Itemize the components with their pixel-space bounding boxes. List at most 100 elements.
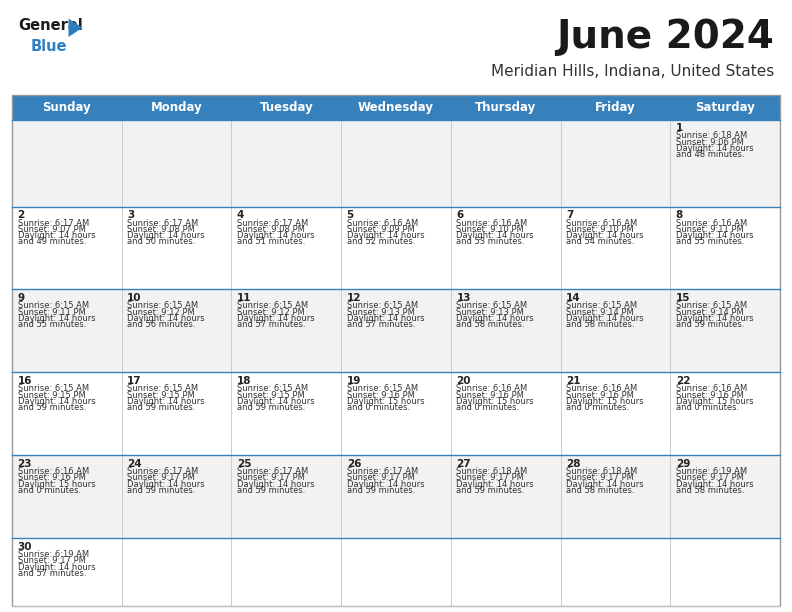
Bar bbox=[561, 206, 670, 289]
Text: Daylight: 14 hours: Daylight: 14 hours bbox=[566, 480, 644, 489]
Text: Sunset: 9:09 PM: Sunset: 9:09 PM bbox=[347, 225, 414, 234]
Text: Sunset: 9:16 PM: Sunset: 9:16 PM bbox=[17, 474, 86, 482]
Text: Daylight: 14 hours: Daylight: 14 hours bbox=[17, 231, 95, 240]
Text: Sunset: 9:13 PM: Sunset: 9:13 PM bbox=[456, 308, 524, 316]
Text: Monday: Monday bbox=[150, 101, 203, 114]
Text: 27: 27 bbox=[456, 458, 471, 469]
Text: Sunset: 9:16 PM: Sunset: 9:16 PM bbox=[676, 390, 744, 400]
Text: Daylight: 14 hours: Daylight: 14 hours bbox=[347, 314, 425, 323]
Text: and 57 minutes.: and 57 minutes. bbox=[237, 320, 306, 329]
Bar bbox=[231, 372, 341, 455]
Bar bbox=[451, 206, 561, 289]
Text: Sunset: 9:15 PM: Sunset: 9:15 PM bbox=[17, 390, 86, 400]
Text: and 58 minutes.: and 58 minutes. bbox=[676, 486, 744, 495]
Text: 17: 17 bbox=[128, 376, 142, 386]
Bar bbox=[231, 206, 341, 289]
Text: Blue: Blue bbox=[31, 39, 67, 54]
Bar bbox=[341, 206, 451, 289]
Text: Sunset: 9:07 PM: Sunset: 9:07 PM bbox=[17, 225, 86, 234]
Text: Daylight: 14 hours: Daylight: 14 hours bbox=[456, 480, 534, 489]
Text: Sunrise: 6:17 AM: Sunrise: 6:17 AM bbox=[128, 218, 199, 228]
Text: Daylight: 15 hours: Daylight: 15 hours bbox=[17, 480, 95, 489]
Bar bbox=[12, 206, 122, 289]
Text: Sunrise: 6:16 AM: Sunrise: 6:16 AM bbox=[676, 218, 747, 228]
Text: and 59 minutes.: and 59 minutes. bbox=[676, 320, 744, 329]
Text: and 52 minutes.: and 52 minutes. bbox=[347, 237, 415, 247]
Text: Sunrise: 6:16 AM: Sunrise: 6:16 AM bbox=[566, 384, 638, 394]
Text: Sunrise: 6:16 AM: Sunrise: 6:16 AM bbox=[676, 384, 747, 394]
Text: Daylight: 15 hours: Daylight: 15 hours bbox=[566, 397, 644, 406]
Bar bbox=[12, 95, 780, 119]
Text: Friday: Friday bbox=[595, 101, 636, 114]
Text: Daylight: 14 hours: Daylight: 14 hours bbox=[17, 397, 95, 406]
Text: and 59 minutes.: and 59 minutes. bbox=[17, 403, 86, 412]
Text: Sunrise: 6:17 AM: Sunrise: 6:17 AM bbox=[237, 218, 308, 228]
Bar bbox=[122, 538, 231, 606]
Text: General: General bbox=[18, 18, 82, 33]
Text: 1: 1 bbox=[676, 123, 683, 133]
Text: and 58 minutes.: and 58 minutes. bbox=[456, 320, 525, 329]
Text: Sunset: 9:12 PM: Sunset: 9:12 PM bbox=[237, 308, 305, 316]
Text: 25: 25 bbox=[237, 458, 251, 469]
Bar bbox=[670, 206, 780, 289]
Bar bbox=[451, 455, 561, 538]
Text: and 59 minutes.: and 59 minutes. bbox=[128, 486, 196, 495]
Text: Sunrise: 6:17 AM: Sunrise: 6:17 AM bbox=[128, 467, 199, 476]
Text: and 55 minutes.: and 55 minutes. bbox=[676, 237, 744, 247]
Text: Sunset: 9:12 PM: Sunset: 9:12 PM bbox=[128, 308, 195, 316]
Text: Sunset: 9:17 PM: Sunset: 9:17 PM bbox=[347, 474, 414, 482]
Bar bbox=[231, 289, 341, 372]
Text: and 54 minutes.: and 54 minutes. bbox=[566, 237, 634, 247]
Text: Sunset: 9:17 PM: Sunset: 9:17 PM bbox=[128, 474, 195, 482]
Text: Sunrise: 6:19 AM: Sunrise: 6:19 AM bbox=[676, 467, 747, 476]
Text: 21: 21 bbox=[566, 376, 581, 386]
Bar bbox=[670, 289, 780, 372]
Text: Daylight: 14 hours: Daylight: 14 hours bbox=[676, 480, 753, 489]
Text: 16: 16 bbox=[17, 376, 32, 386]
Text: Sunset: 9:17 PM: Sunset: 9:17 PM bbox=[456, 474, 524, 482]
Text: and 0 minutes.: and 0 minutes. bbox=[347, 403, 409, 412]
Text: and 55 minutes.: and 55 minutes. bbox=[17, 320, 86, 329]
Text: June 2024: June 2024 bbox=[556, 18, 774, 56]
Text: Sunset: 9:13 PM: Sunset: 9:13 PM bbox=[347, 308, 414, 316]
Text: Sunrise: 6:15 AM: Sunrise: 6:15 AM bbox=[128, 384, 198, 394]
Text: 10: 10 bbox=[128, 293, 142, 303]
Text: Sunday: Sunday bbox=[43, 101, 91, 114]
Bar bbox=[670, 372, 780, 455]
Text: Sunrise: 6:15 AM: Sunrise: 6:15 AM bbox=[456, 301, 527, 310]
Text: and 56 minutes.: and 56 minutes. bbox=[128, 320, 196, 329]
Text: 20: 20 bbox=[456, 376, 471, 386]
Text: and 53 minutes.: and 53 minutes. bbox=[456, 237, 525, 247]
Text: Sunset: 9:15 PM: Sunset: 9:15 PM bbox=[237, 390, 305, 400]
Text: Sunrise: 6:15 AM: Sunrise: 6:15 AM bbox=[237, 384, 308, 394]
Text: 24: 24 bbox=[128, 458, 142, 469]
Bar bbox=[231, 119, 341, 206]
Text: and 59 minutes.: and 59 minutes. bbox=[128, 403, 196, 412]
Bar bbox=[451, 538, 561, 606]
Bar bbox=[561, 119, 670, 206]
Text: Daylight: 14 hours: Daylight: 14 hours bbox=[237, 480, 314, 489]
Text: Sunset: 9:10 PM: Sunset: 9:10 PM bbox=[456, 225, 524, 234]
Text: Sunset: 9:14 PM: Sunset: 9:14 PM bbox=[566, 308, 634, 316]
Text: 30: 30 bbox=[17, 542, 32, 551]
Text: Sunrise: 6:16 AM: Sunrise: 6:16 AM bbox=[347, 218, 418, 228]
Bar bbox=[12, 119, 122, 206]
Text: and 58 minutes.: and 58 minutes. bbox=[566, 320, 634, 329]
Text: and 59 minutes.: and 59 minutes. bbox=[237, 403, 305, 412]
Bar bbox=[341, 538, 451, 606]
Text: Daylight: 14 hours: Daylight: 14 hours bbox=[237, 231, 314, 240]
Bar bbox=[561, 455, 670, 538]
Text: Sunset: 9:08 PM: Sunset: 9:08 PM bbox=[128, 225, 195, 234]
Text: and 58 minutes.: and 58 minutes. bbox=[566, 486, 634, 495]
Text: and 48 minutes.: and 48 minutes. bbox=[676, 151, 744, 159]
Text: Sunset: 9:11 PM: Sunset: 9:11 PM bbox=[676, 225, 744, 234]
Text: Daylight: 14 hours: Daylight: 14 hours bbox=[17, 314, 95, 323]
Text: Sunrise: 6:15 AM: Sunrise: 6:15 AM bbox=[237, 301, 308, 310]
Text: 29: 29 bbox=[676, 458, 690, 469]
Text: Thursday: Thursday bbox=[475, 101, 536, 114]
Bar bbox=[231, 538, 341, 606]
Text: and 0 minutes.: and 0 minutes. bbox=[456, 403, 520, 412]
Text: Sunrise: 6:17 AM: Sunrise: 6:17 AM bbox=[347, 467, 418, 476]
Text: and 49 minutes.: and 49 minutes. bbox=[17, 237, 86, 247]
Text: Daylight: 14 hours: Daylight: 14 hours bbox=[128, 480, 205, 489]
